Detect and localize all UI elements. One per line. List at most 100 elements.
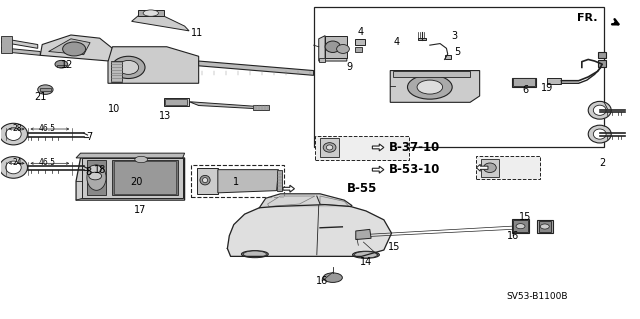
Polygon shape [40,35,113,61]
Polygon shape [113,160,178,195]
Bar [513,220,527,232]
Polygon shape [320,196,349,206]
Bar [314,7,604,147]
Ellipse shape [0,123,28,145]
Text: 1: 1 [233,177,239,187]
Text: 10: 10 [108,104,120,114]
Ellipse shape [323,143,336,152]
Polygon shape [57,65,66,67]
Ellipse shape [55,60,68,68]
Polygon shape [372,166,384,173]
Polygon shape [511,219,529,233]
Text: 46.5: 46.5 [38,158,55,167]
Ellipse shape [588,101,611,119]
Polygon shape [253,105,269,110]
Text: 46.5: 46.5 [38,124,55,133]
Ellipse shape [540,224,549,229]
Polygon shape [111,61,122,82]
Ellipse shape [408,75,452,99]
Text: 3: 3 [451,31,457,41]
Polygon shape [355,47,362,51]
Polygon shape [372,144,384,151]
Polygon shape [356,229,371,240]
Ellipse shape [38,85,53,94]
Ellipse shape [6,161,21,174]
Polygon shape [276,170,282,191]
Text: 2: 2 [599,158,605,168]
Text: 6: 6 [523,85,529,95]
Ellipse shape [87,165,106,190]
Polygon shape [537,220,553,233]
Polygon shape [390,70,479,102]
Polygon shape [138,10,164,16]
Text: 19: 19 [541,83,553,93]
Polygon shape [511,78,536,87]
Text: 11: 11 [191,28,204,38]
Polygon shape [218,170,278,193]
Text: 13: 13 [159,111,172,121]
Polygon shape [227,204,392,256]
Text: 20: 20 [131,177,143,187]
Ellipse shape [63,42,86,56]
Text: 7: 7 [86,132,92,142]
Ellipse shape [353,251,380,258]
Polygon shape [108,47,198,83]
Polygon shape [445,55,451,59]
Ellipse shape [202,178,207,183]
Bar [513,78,534,86]
Polygon shape [419,38,426,41]
Text: 4: 4 [394,37,400,47]
Polygon shape [283,185,294,192]
Ellipse shape [135,156,148,163]
Polygon shape [83,158,182,198]
Polygon shape [476,164,488,171]
Ellipse shape [6,128,21,140]
Ellipse shape [337,45,349,53]
Ellipse shape [243,251,266,257]
Polygon shape [49,39,90,55]
Bar [315,136,410,160]
Text: 8: 8 [86,167,92,177]
Polygon shape [132,16,189,31]
Polygon shape [115,161,176,194]
Ellipse shape [588,125,611,143]
Text: 17: 17 [134,205,146,215]
Text: 21: 21 [35,92,47,102]
Polygon shape [76,158,184,200]
Text: 4: 4 [358,27,364,37]
Bar [476,156,540,179]
Polygon shape [1,48,40,55]
Ellipse shape [326,145,333,150]
Ellipse shape [417,80,443,94]
Polygon shape [1,36,12,53]
Ellipse shape [143,10,159,16]
Text: 16: 16 [316,276,328,286]
Polygon shape [319,36,347,61]
Polygon shape [76,153,184,158]
Ellipse shape [112,56,145,78]
Ellipse shape [483,163,496,173]
Text: B-37-10: B-37-10 [389,141,440,154]
Polygon shape [325,36,347,58]
Text: 28: 28 [13,124,22,133]
Bar [166,99,187,105]
Text: 16: 16 [507,231,519,241]
Polygon shape [197,168,218,194]
Polygon shape [394,71,470,77]
Text: 15: 15 [520,212,532,222]
Text: 18: 18 [94,165,106,175]
Polygon shape [547,78,561,84]
Ellipse shape [323,273,342,282]
Polygon shape [355,40,365,45]
Text: B-55: B-55 [347,182,377,195]
Text: 14: 14 [360,257,372,267]
Polygon shape [481,159,499,177]
Polygon shape [319,58,325,62]
Text: 9: 9 [346,63,353,72]
Polygon shape [189,102,256,109]
Text: 24: 24 [13,158,22,167]
Polygon shape [40,88,51,91]
Text: 15: 15 [388,242,400,252]
Text: SV53-B1100B: SV53-B1100B [506,292,568,301]
Ellipse shape [241,251,268,258]
